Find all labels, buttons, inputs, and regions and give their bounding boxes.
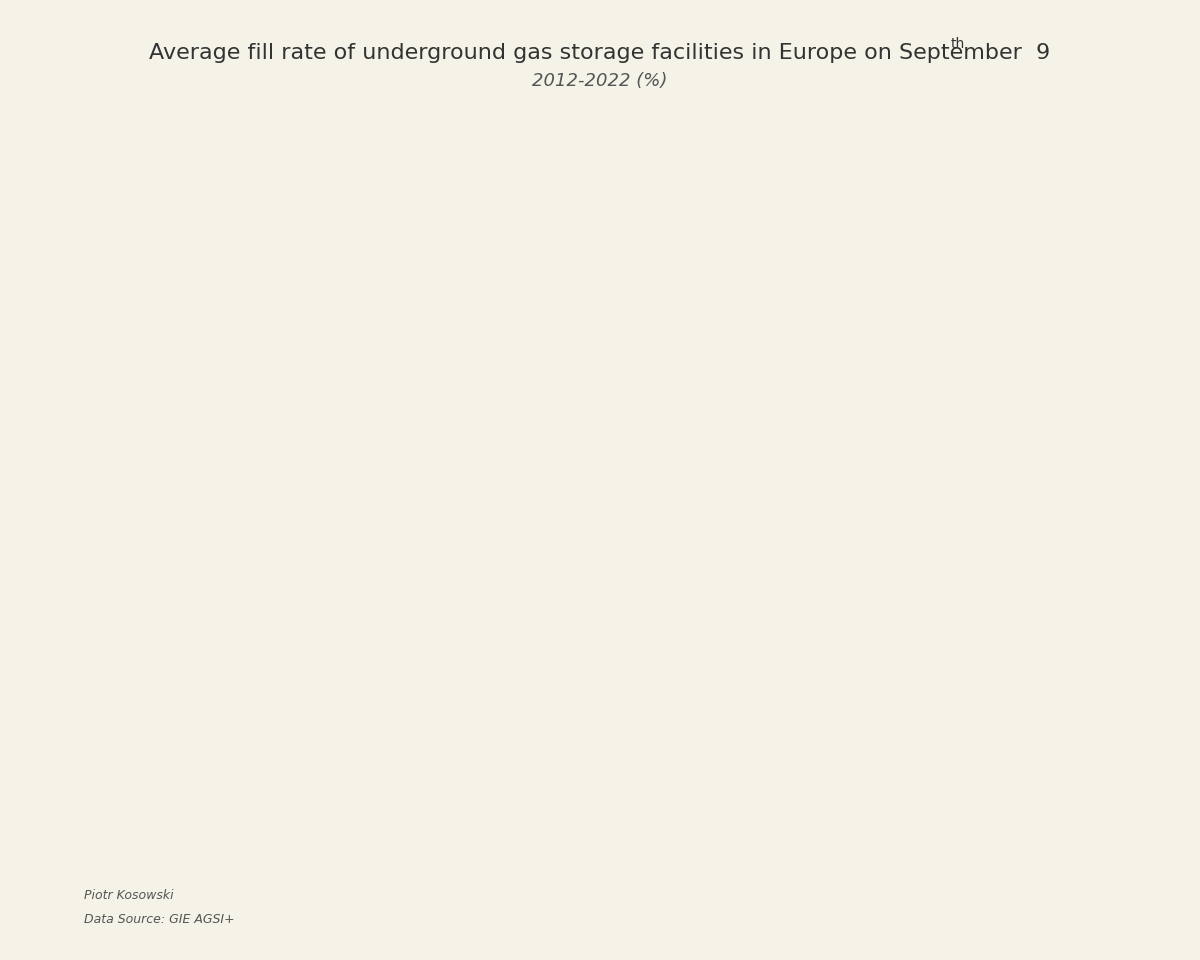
Text: Average fill rate of underground gas storage facilities in Europe on September  : Average fill rate of underground gas sto… (149, 43, 1051, 63)
Text: Data Source: GIE AGSI+: Data Source: GIE AGSI+ (84, 913, 235, 926)
Text: th: th (950, 37, 965, 52)
Text: Piotr Kosowski: Piotr Kosowski (84, 889, 174, 902)
Text: 2012-2022 (%): 2012-2022 (%) (533, 72, 667, 90)
